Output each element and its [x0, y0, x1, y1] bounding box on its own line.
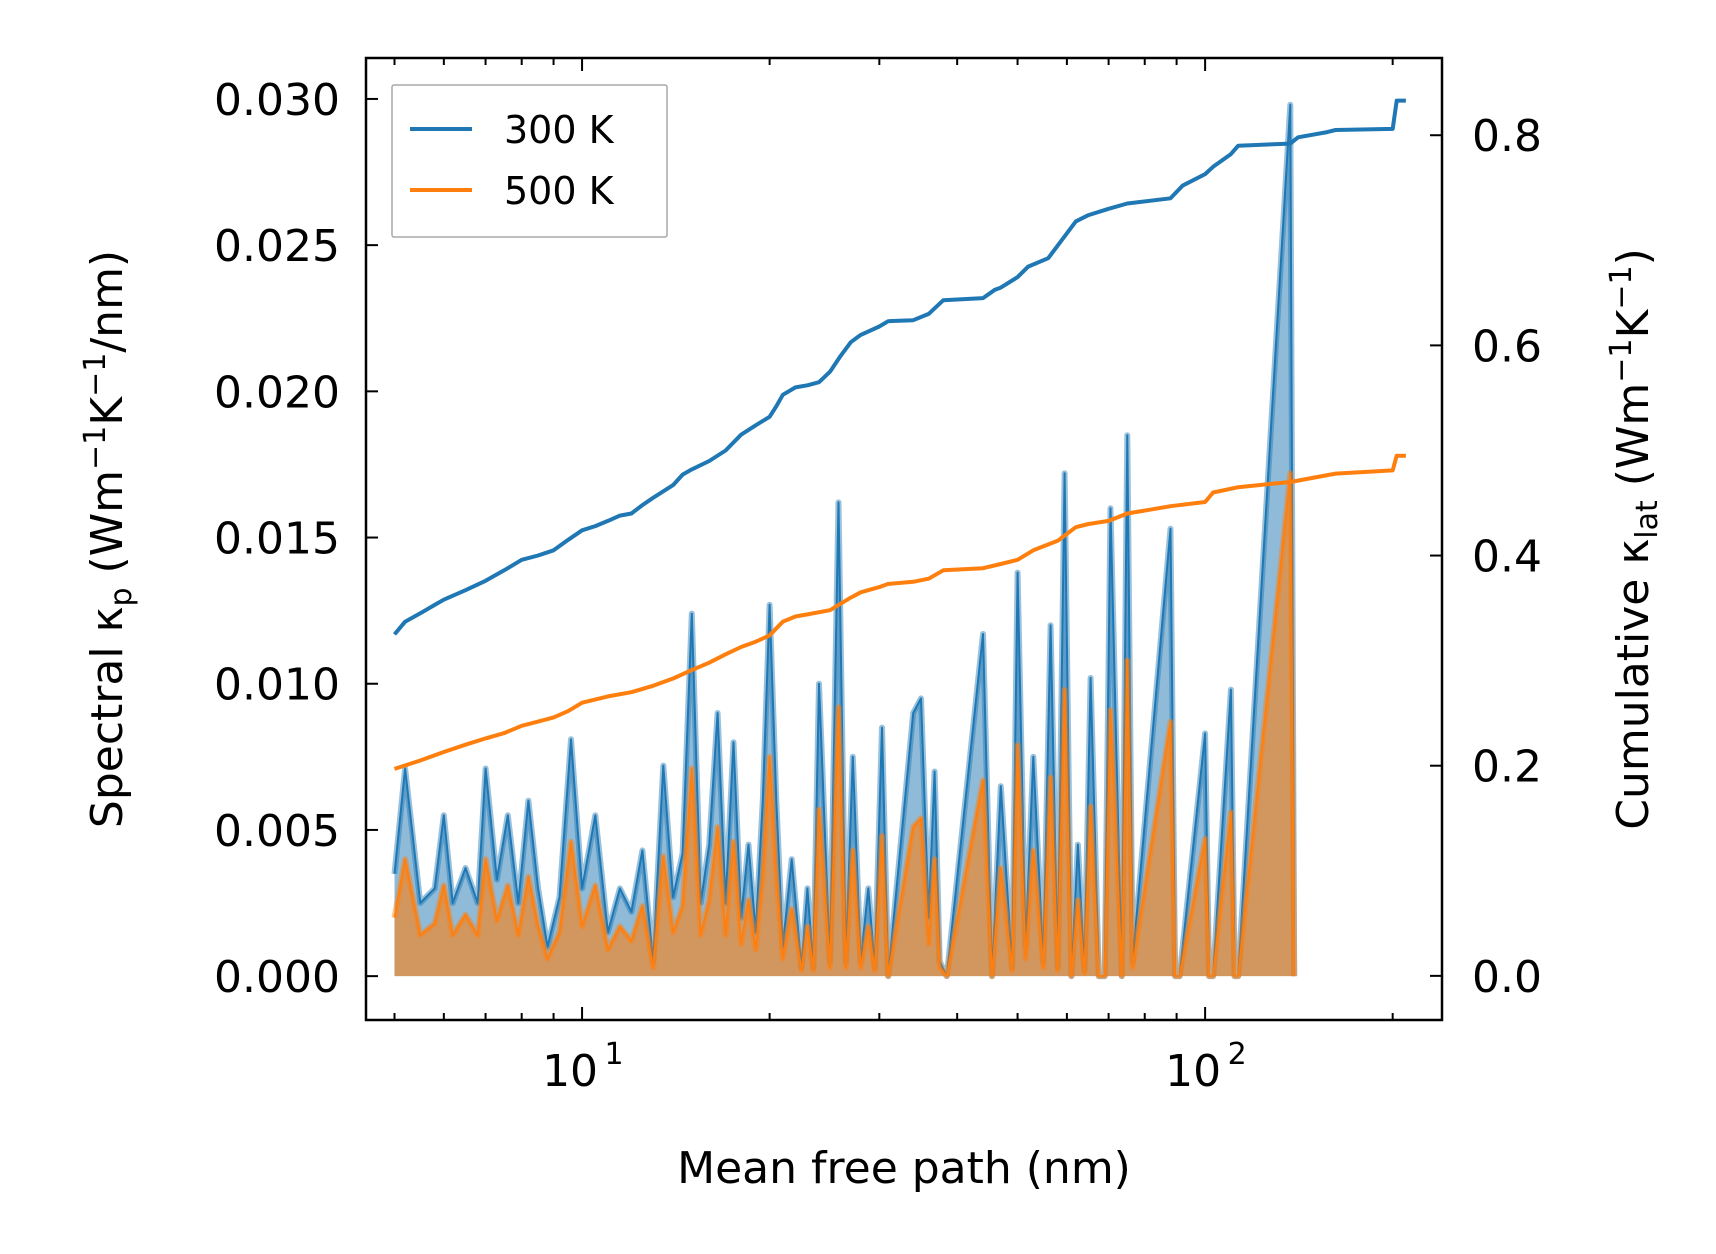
x-axis-title: Mean free path (nm): [677, 1143, 1131, 1194]
y-left-tick-label: 0.000: [214, 952, 340, 1003]
legend-label-300k: 300 K: [504, 108, 615, 152]
y-right-tick-label: 0.2: [1472, 742, 1542, 793]
y-left-sub: p: [104, 587, 139, 606]
y-left-tick-label: 0.025: [214, 221, 340, 272]
y-left-tick-label: 0.020: [214, 367, 340, 418]
y-left-unit-c: /nm): [82, 250, 133, 353]
plot-frame: [364, 56, 1444, 1022]
ticks-layer: 0.000 0.005 0.010 0.015 0.020 0.025 0.030 0.0 0.…: [214, 58, 1542, 1097]
legend: 300 K 500 K: [391, 84, 668, 238]
y-right-sup1: −1: [1604, 338, 1639, 382]
cumulative-line-500k: [393, 453, 1406, 771]
y-left-tick-label: 0.010: [214, 660, 340, 711]
y-axis-left-title: Spectral κp (Wm−1K−1/nm): [78, 250, 139, 828]
y-right-tick-label: 0.8: [1472, 111, 1542, 162]
x-tick-label-exponent: 2: [1228, 1037, 1247, 1072]
y-left-tick-label: 0.030: [214, 75, 340, 126]
y-right-unit-b: K: [1608, 308, 1659, 338]
y-left-tick-label: 0.015: [214, 514, 340, 565]
y-left-sup1: −1: [78, 426, 113, 470]
y-left-unit-a: (Wm: [82, 470, 133, 588]
y-right-unit-a: (Wm: [1608, 383, 1659, 501]
cumulative-line-300k: [392, 98, 1406, 636]
y-right-unit-c: ): [1608, 248, 1659, 265]
x-tick-label: 10: [542, 1046, 598, 1097]
spectral-area-500k: [394, 473, 1295, 977]
y-left-sup2: −1: [78, 353, 113, 397]
legend-label-500k: 500 K: [504, 169, 615, 213]
y-right-main: Cumulative κ: [1608, 539, 1659, 830]
y-right-tick-label: 0.6: [1472, 321, 1542, 372]
spectral-line-500k: [393, 472, 1296, 978]
y-right-tick-label: 0.4: [1472, 532, 1542, 583]
y-right-tick-label: 0.0: [1472, 952, 1542, 1003]
x-tick-label-exponent: 1: [605, 1037, 624, 1072]
y-right-sup2: −1: [1604, 265, 1639, 309]
cumulative-layer: [392, 98, 1406, 771]
y-right-sub: lat: [1630, 500, 1665, 539]
x-tick-label: 10: [1165, 1046, 1221, 1097]
y-axis-right-title: Cumulative κlat (Wm−1K−1): [1604, 248, 1665, 830]
y-left-unit-b: K: [82, 396, 133, 426]
y-left-main: Spectral κ: [82, 607, 133, 829]
legend-box: [391, 84, 668, 238]
y-left-tick-label: 0.005: [214, 806, 340, 857]
spectral-layer: [391, 101, 1298, 980]
